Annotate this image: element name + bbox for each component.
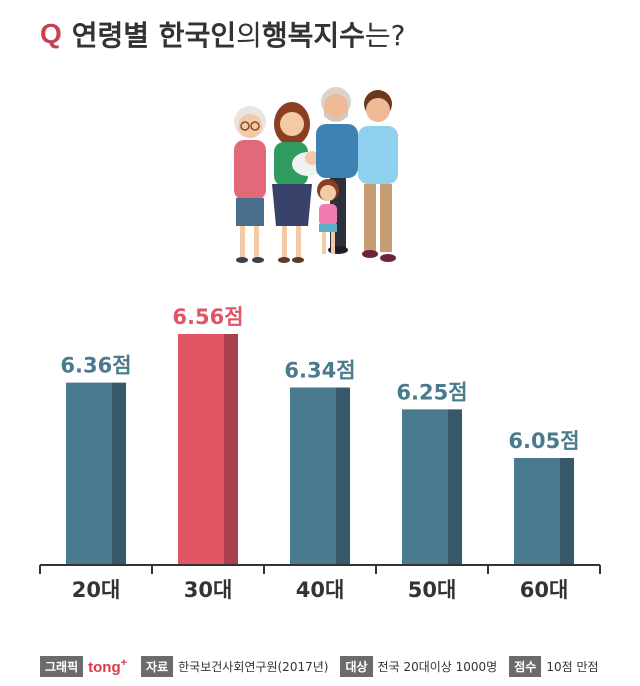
category-label-2: 40대 [296,578,345,602]
bar-0 [66,382,112,565]
grandmother-figure [234,106,266,263]
family-illustration-icon [234,87,398,263]
source-tag: 자료 [141,656,174,677]
target-tag: 대상 [340,656,373,677]
bar-shade-1 [224,334,238,565]
value-label-1: 6.56점 [172,305,243,329]
value-label-4: 6.05점 [508,429,579,453]
score-tag: 점수 [509,656,542,677]
bar-3 [402,409,448,565]
question-mark-badge: Q [40,18,62,49]
title-part-2: 의 [236,19,262,52]
bar-1 [178,334,224,565]
bar-2 [290,387,336,565]
child-figure [317,179,339,254]
brand-logo: tong+ [88,657,127,676]
bar-shade-4 [560,458,574,565]
title-part-4: 는? [364,19,406,52]
mother-figure [272,102,324,263]
brand-plus: + [120,657,128,669]
category-label-4: 60대 [520,578,569,602]
father-figure [358,90,398,262]
score-text: 10점 만점 [546,660,599,674]
title-part-3: 행복지수 [261,19,365,52]
graphic-tag: 그래픽 [40,656,84,677]
bar-shade-2 [336,387,350,565]
source-text: 한국보건사회연구원(2017년) [178,660,329,674]
brand-name: tong [88,659,121,676]
page-title: Q 연령별 한국인 의 행복지수 는? [40,14,406,54]
target-text: 전국 20대이상 1000명 [377,660,498,674]
bar-4 [514,458,560,565]
category-label-3: 50대 [408,578,457,602]
category-label-1: 30대 [184,578,233,602]
value-label-3: 6.25점 [396,380,467,404]
value-label-2: 6.34점 [284,358,355,382]
value-label-0: 6.36점 [60,354,131,378]
category-label-0: 20대 [72,578,121,602]
bar-shade-0 [112,382,126,565]
footer: 그래픽 tong+ 자료 한국보건사회연구원(2017년) 대상 전국 20대이… [40,656,611,677]
bar-shade-3 [448,409,462,565]
title-part-1: 연령별 한국인 [71,19,237,52]
